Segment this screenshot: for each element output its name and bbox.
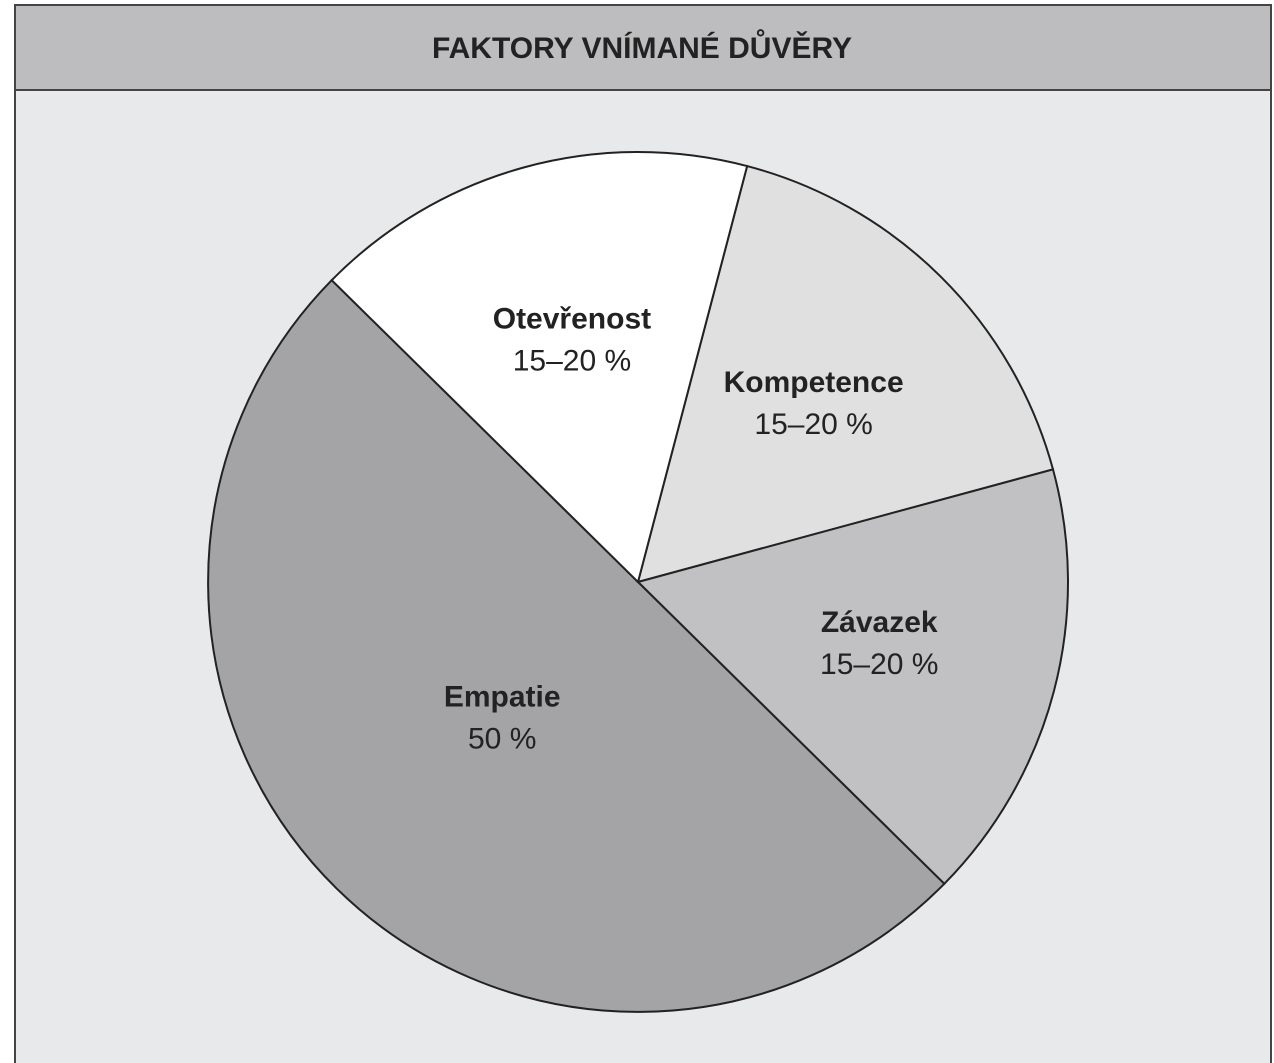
chart-title: FAKTORY VNÍMANÉ DŮVĚRY	[432, 29, 852, 65]
pie-slice	[330, 151, 749, 584]
slice-value: 15–20 %	[754, 408, 872, 441]
slice-value: 15–20 %	[820, 648, 938, 681]
slice-label: Empatie	[444, 681, 561, 714]
slice-label: Kompetence	[724, 366, 904, 399]
slice-value: 50 %	[468, 723, 536, 756]
header	[14, 4, 1272, 91]
slice-value: 15–20 %	[513, 344, 631, 377]
slice-label: Závazek	[821, 606, 938, 639]
pie-slice	[636, 468, 1069, 886]
pie-slice	[636, 164, 1055, 584]
pie-slice	[207, 278, 946, 1013]
slice-label: Otevřenost	[493, 302, 651, 335]
